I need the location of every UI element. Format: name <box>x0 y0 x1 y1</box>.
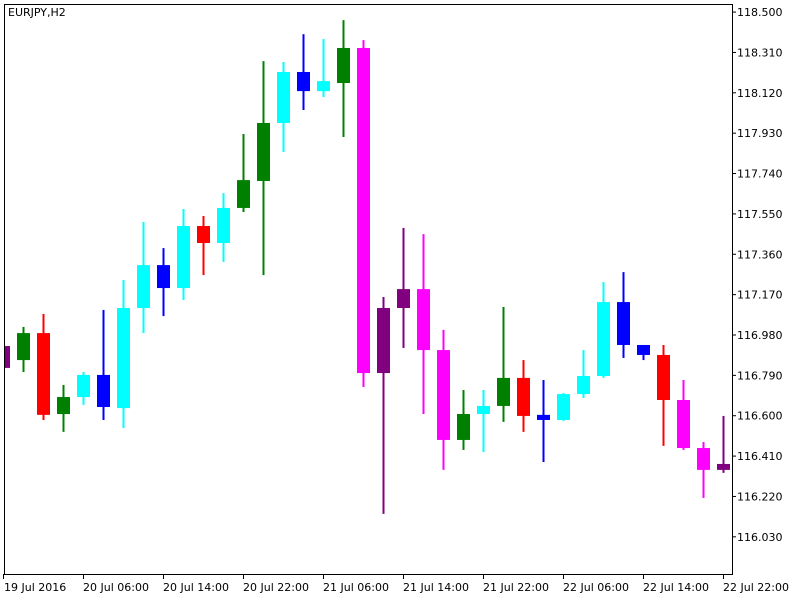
candle-body <box>617 302 630 345</box>
candle-body <box>217 207 230 244</box>
x-tick-label: 22 Jul 06:00 <box>563 581 629 594</box>
candle-body <box>137 265 150 309</box>
candle-body <box>557 394 570 420</box>
candle-body <box>277 71 290 123</box>
candle-body <box>297 71 310 92</box>
candle-body <box>657 354 670 401</box>
candle-body <box>377 308 390 374</box>
candle-body <box>117 308 130 409</box>
x-tick-label: 21 Jul 14:00 <box>403 581 469 594</box>
candle-body <box>457 414 470 440</box>
candle-body <box>197 226 210 244</box>
candle-body <box>497 377 510 406</box>
x-tick-label: 22 Jul 14:00 <box>643 581 709 594</box>
plot-frame <box>4 4 733 575</box>
y-tick-label: 117.360 <box>737 248 783 261</box>
y-tick-label: 117.550 <box>737 208 783 221</box>
y-tick-label: 116.600 <box>737 410 783 423</box>
x-tick-label: 20 Jul 22:00 <box>243 581 309 594</box>
candle-body <box>677 400 690 449</box>
candle-body <box>537 414 550 420</box>
x-tick-label: 19 Jul 2016 <box>4 581 66 594</box>
candle-body <box>177 226 190 289</box>
candle-body <box>37 333 50 415</box>
candle-body <box>717 463 730 470</box>
candle-body <box>597 302 610 376</box>
x-tick-label: 20 Jul 14:00 <box>163 581 229 594</box>
x-tick-label: 21 Jul 06:00 <box>323 581 389 594</box>
candle-body <box>577 375 590 395</box>
y-tick-label: 116.980 <box>737 329 783 342</box>
y-tick-label: 117.170 <box>737 289 783 302</box>
candle-body <box>337 47 350 84</box>
candle-body <box>417 289 430 351</box>
candle-body <box>17 333 30 361</box>
candle-body <box>57 397 70 415</box>
plot-area <box>4 20 730 514</box>
candle-body <box>77 374 90 398</box>
y-tick-label: 116.410 <box>737 450 783 463</box>
chart-title: EURJPY,H2 <box>8 6 66 19</box>
x-tick-label: 20 Jul 06:00 <box>83 581 149 594</box>
candle-body <box>357 47 370 374</box>
candle-body <box>517 377 530 416</box>
candle-body <box>157 265 170 289</box>
candle-body <box>437 350 450 440</box>
candle-body <box>237 180 250 208</box>
y-tick-label: 116.030 <box>737 531 783 544</box>
candle-body <box>4 346 10 368</box>
y-tick-label: 116.790 <box>737 369 783 382</box>
y-tick-label: 118.310 <box>737 46 783 59</box>
candle-body <box>697 448 710 470</box>
candle-body <box>257 122 270 181</box>
x-tick-label: 22 Jul 22:00 <box>723 581 789 594</box>
candle-body <box>477 405 490 415</box>
candle-body <box>317 81 330 92</box>
y-tick-label: 116.220 <box>737 490 783 503</box>
y-tick-label: 118.120 <box>737 87 783 100</box>
candle-body <box>97 374 110 408</box>
candle-body <box>397 289 410 309</box>
y-tick-label: 117.930 <box>737 127 783 140</box>
y-tick-label: 117.740 <box>737 168 783 181</box>
candle-body <box>637 344 650 355</box>
x-tick-label: 21 Jul 22:00 <box>483 581 549 594</box>
y-tick-label: 118.500 <box>737 6 783 19</box>
